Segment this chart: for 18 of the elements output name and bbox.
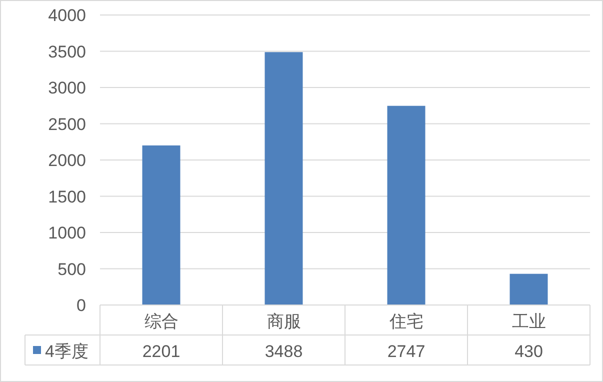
data-label: 2201: [142, 342, 180, 361]
data-label: 3488: [264, 342, 303, 361]
x-tick-label: 综合: [144, 312, 178, 331]
y-tick-label: 2000: [48, 151, 86, 170]
y-tick-label: 3500: [48, 42, 86, 62]
legend-label: 4季度: [45, 342, 88, 361]
y-tick-label: 1000: [48, 224, 86, 242]
y-tick-label: 2500: [48, 114, 86, 134]
x-tick-label: 住宅: [388, 312, 424, 331]
y-tick-label: 500: [58, 260, 86, 279]
y-tick-label: 3000: [48, 78, 86, 98]
y-tick-label: 1500: [48, 187, 86, 206]
y-tick-label: 4000: [48, 6, 86, 25]
data-label: 430: [514, 342, 543, 361]
y-tick-label: 0: [76, 296, 86, 315]
data-label: 2747: [387, 342, 426, 361]
x-tick-label: 商服: [266, 312, 301, 331]
x-tick-label: 工业: [512, 312, 546, 331]
